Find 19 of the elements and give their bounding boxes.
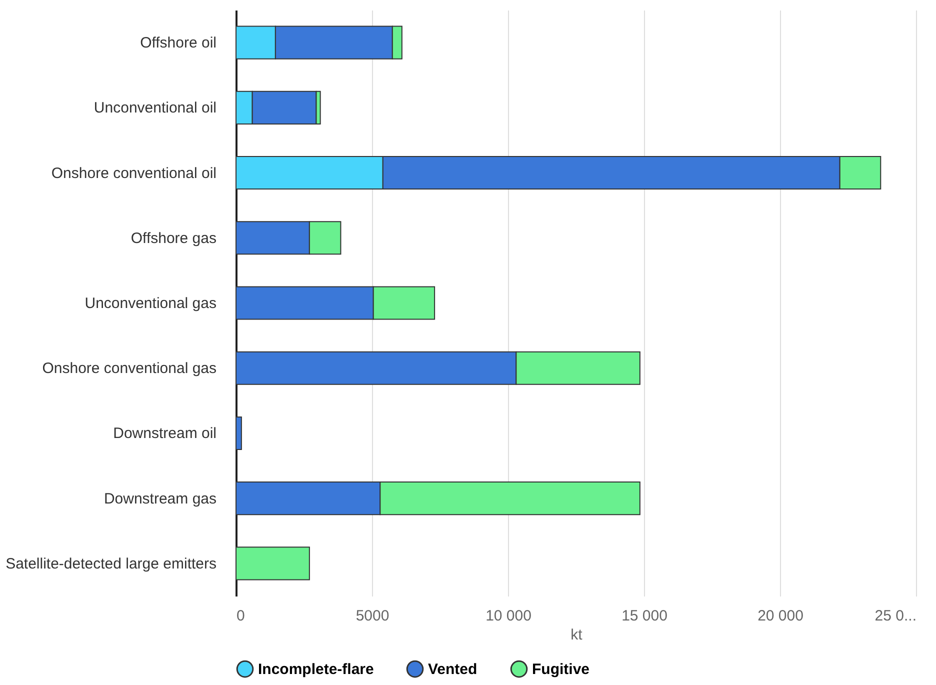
y-tick-label: Unconventional gas bbox=[84, 295, 216, 312]
x-axis-title: kt bbox=[570, 626, 584, 644]
y-tick-label: Satellite-detected large emitters bbox=[6, 555, 216, 572]
x-tick-label: 15 000 bbox=[622, 608, 668, 624]
y-tick-label: Offshore gas bbox=[130, 230, 216, 247]
y-tick-label: Downstream gas bbox=[104, 490, 216, 508]
legend-label: Fugitive bbox=[532, 661, 590, 678]
y-tick-label: Offshore oil bbox=[140, 34, 216, 52]
legend-label: Incomplete-flare bbox=[258, 661, 374, 678]
x-tick-label: 25 0... bbox=[874, 608, 916, 624]
x-tick-label: 20 000 bbox=[758, 608, 804, 624]
y-tick-label: Unconventional oil bbox=[94, 100, 216, 117]
x-tick-label: 5000 bbox=[356, 608, 390, 624]
y-tick-label: Downstream oil bbox=[113, 425, 216, 442]
x-tick-label: 0 bbox=[236, 608, 245, 624]
x-tick-label: 10 000 bbox=[486, 608, 532, 624]
y-tick-label: Onshore conventional oil bbox=[51, 164, 216, 182]
y-tick-label: Onshore conventional gas bbox=[42, 360, 216, 378]
legend-label: Vented bbox=[428, 661, 478, 678]
